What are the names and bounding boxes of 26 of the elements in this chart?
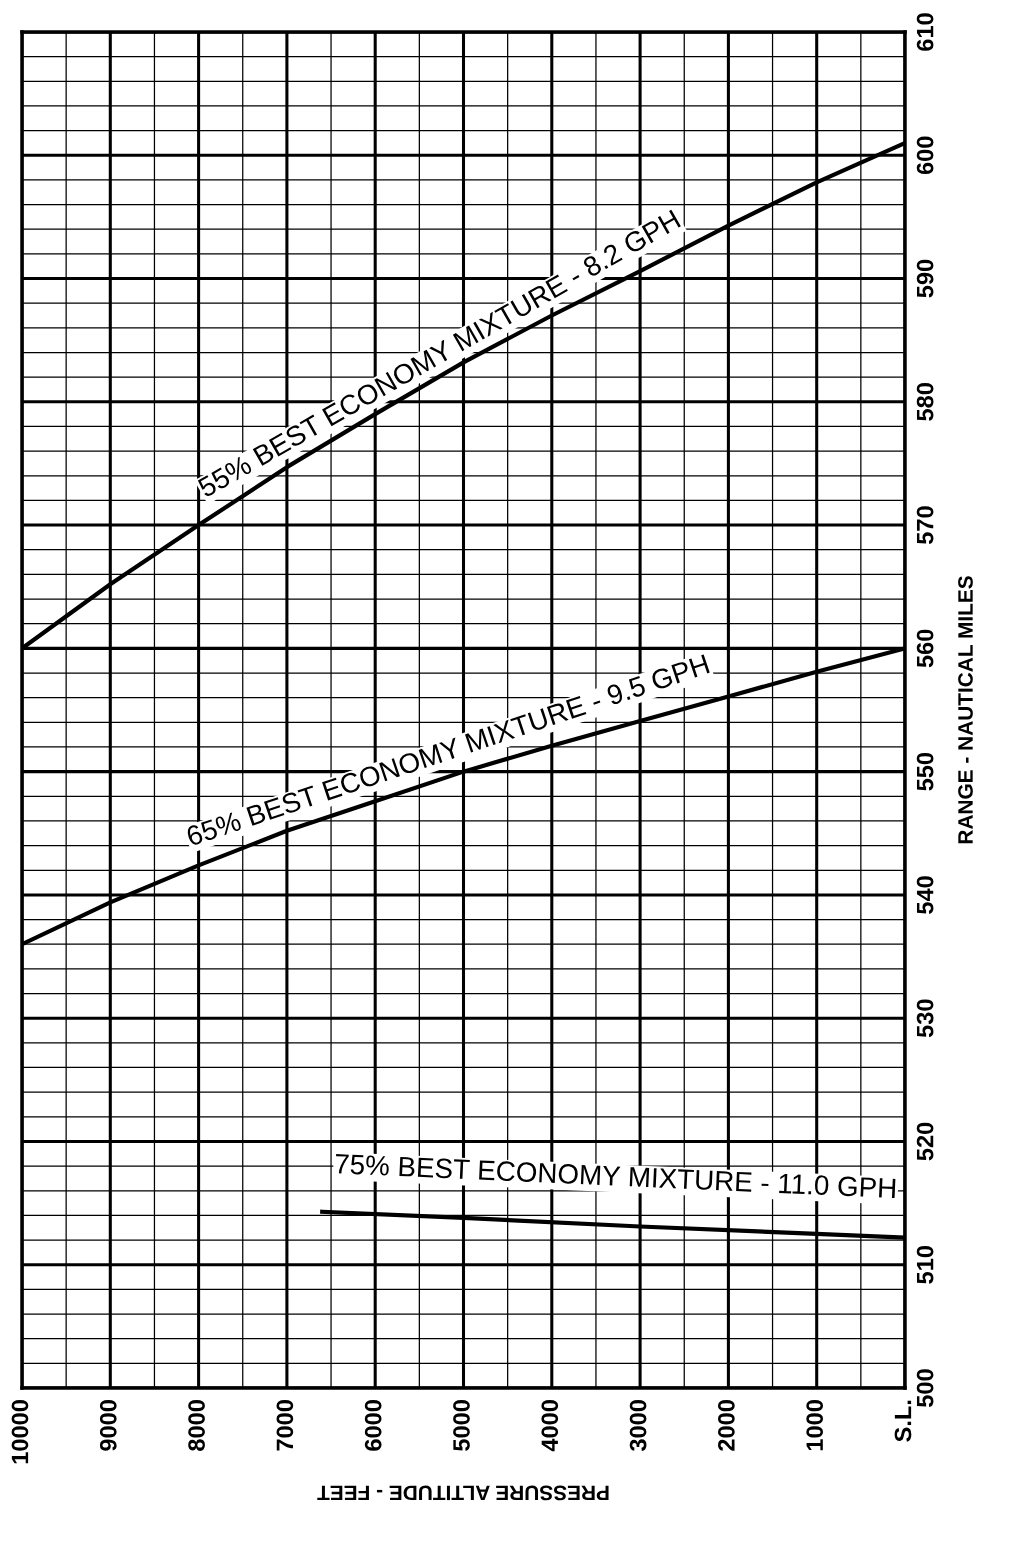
y-tick-label: 500 — [916, 1369, 934, 1407]
series-label: 75% BEST ECONOMY MIXTURE - 11.0 GPH — [335, 1153, 896, 1199]
x-axis-title: PRESSURE ALTITUDE - FEET — [317, 1485, 609, 1501]
y-tick-label: 520 — [916, 1122, 934, 1161]
x-tick-label: 9000 — [99, 1400, 117, 1451]
x-tick-label: 7000 — [276, 1400, 294, 1451]
x-tick-label: 8000 — [188, 1400, 205, 1451]
x-tick-label: 6000 — [364, 1400, 382, 1451]
y-tick-label: 540 — [916, 876, 934, 914]
y-tick-label: 610 — [916, 13, 934, 51]
x-tick-label: 3000 — [629, 1400, 647, 1452]
y-tick-label: 600 — [916, 136, 934, 175]
x-tick-label: S.L. — [894, 1400, 912, 1442]
y-tick-label: 580 — [916, 383, 934, 421]
x-tick-label: 5000 — [453, 1400, 470, 1451]
x-tick-label: 1000 — [806, 1400, 824, 1451]
y-tick-label: 550 — [916, 752, 934, 791]
y-tick-label: 570 — [916, 506, 934, 545]
y-tick-label: 560 — [916, 629, 934, 668]
y-tick-label: 510 — [916, 1246, 934, 1284]
x-tick-label: 4000 — [541, 1400, 559, 1452]
x-tick-label: 2000 — [718, 1400, 735, 1451]
y-axis-title: RANGE - NAUTICAL MILES — [958, 576, 973, 844]
y-tick-label: 590 — [916, 259, 934, 298]
x-tick-label: 10000 — [11, 1400, 29, 1464]
y-tick-label: 530 — [916, 999, 934, 1038]
